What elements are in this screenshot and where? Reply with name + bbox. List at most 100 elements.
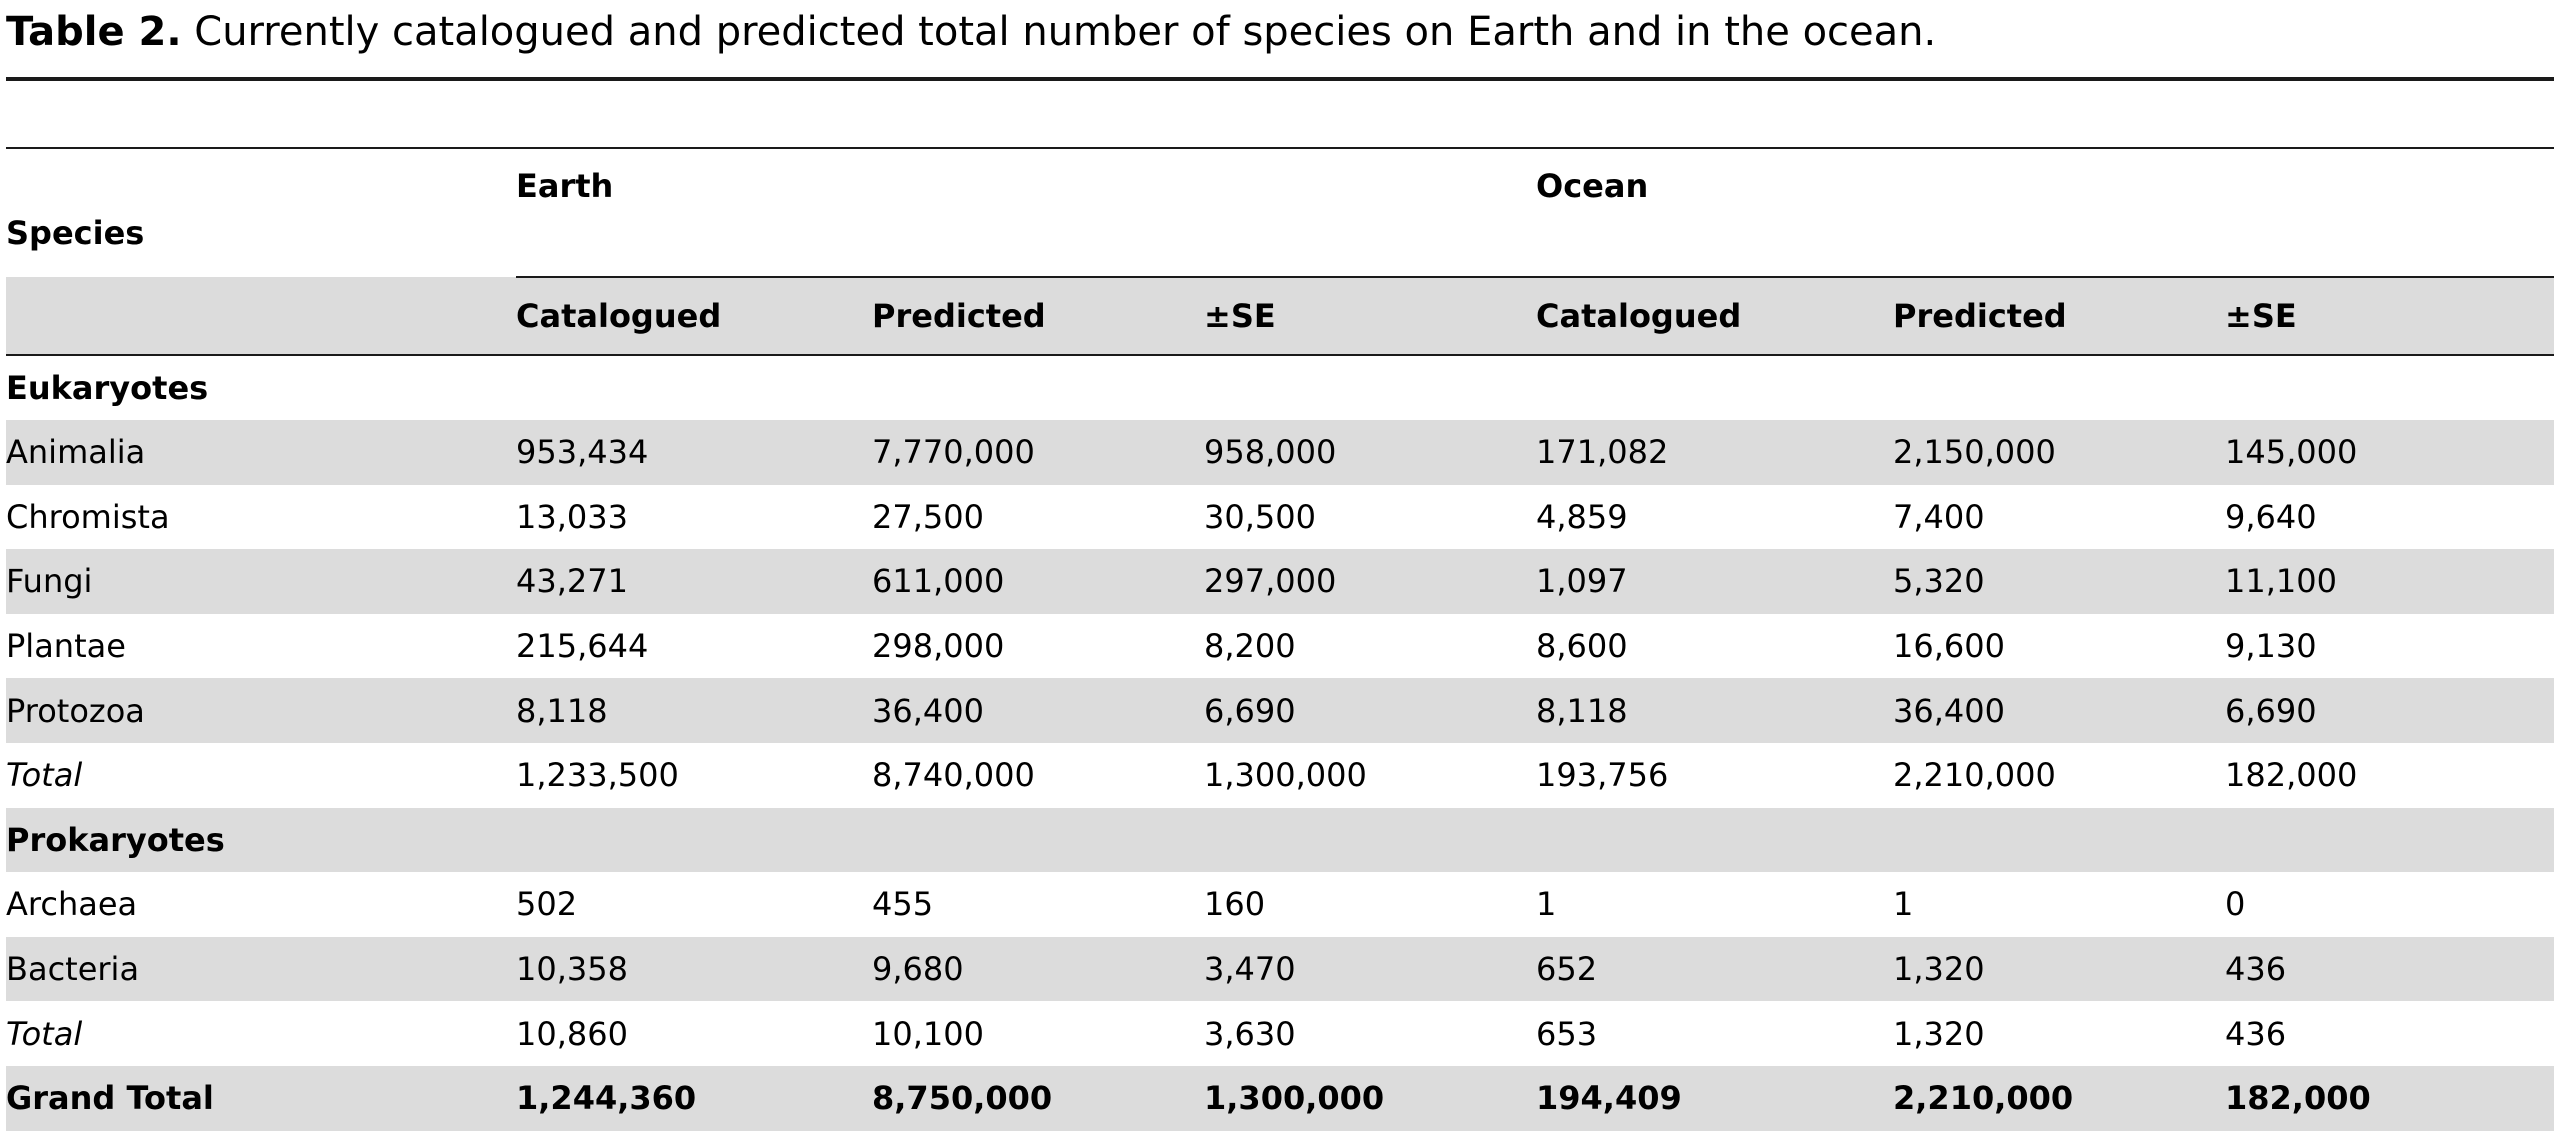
cell: 2,210,000 xyxy=(1893,756,2056,795)
cell: 7,400 xyxy=(1893,497,1985,536)
caption-text: Currently catalogued and predicted total… xyxy=(181,9,1937,55)
sub-header-row: Catalogued Predicted ±SE Catalogued Pred… xyxy=(6,277,2555,356)
cell: 2,150,000 xyxy=(1893,420,2225,485)
cell: 1,097 xyxy=(1536,549,1893,614)
cell: 1 xyxy=(1536,885,1557,924)
row-label: Total xyxy=(6,1014,83,1053)
cell: 653 xyxy=(1536,1014,1598,1053)
cell: 436 xyxy=(2225,1014,2287,1053)
section-row-eukaryotes: Eukaryotes xyxy=(6,355,2554,420)
section-label: Prokaryotes xyxy=(6,807,516,873)
table-caption: Table 2. Currently catalogued and predic… xyxy=(6,4,1936,60)
empty-cell xyxy=(1204,807,1536,873)
row-label: Plantae xyxy=(6,627,126,666)
cell: 6,690 xyxy=(2225,678,2555,743)
cell: 1,300,000 xyxy=(1204,756,1367,795)
earth-se-header: ±SE xyxy=(1204,277,1536,356)
cell: 502 xyxy=(516,885,578,924)
cell: 4,859 xyxy=(1536,497,1628,536)
subtotal-row: Total 1,233,500 8,740,000 1,300,000 193,… xyxy=(6,743,2554,808)
caption-rule xyxy=(6,77,2554,81)
empty-cell xyxy=(1536,807,1893,873)
cell: 8,200 xyxy=(1204,627,1296,666)
cell: 3,470 xyxy=(1204,936,1536,1002)
ocean-predicted-header: Predicted xyxy=(1893,277,2225,356)
cell: 194,409 xyxy=(1536,1065,1893,1131)
empty-cell xyxy=(2225,355,2554,420)
cell: 0 xyxy=(2225,885,2246,924)
row-label: Bacteria xyxy=(6,936,516,1002)
cell: 36,400 xyxy=(872,678,1204,743)
sub-header-blank xyxy=(6,277,516,356)
cell: 1 xyxy=(1893,885,1914,924)
group-header-row: Species Earth Ocean xyxy=(6,149,2555,278)
row-label: Protozoa xyxy=(6,678,516,743)
cell: 8,600 xyxy=(1536,627,1628,666)
cell: 3,630 xyxy=(1204,1014,1296,1053)
cell: 1,320 xyxy=(1893,1014,1985,1053)
cell: 297,000 xyxy=(1204,549,1536,614)
cell: 11,100 xyxy=(2225,549,2555,614)
cell: 1,233,500 xyxy=(516,756,679,795)
empty-cell xyxy=(1893,355,2225,420)
cell: 5,320 xyxy=(1893,549,2225,614)
row-label: Animalia xyxy=(6,420,516,485)
ocean-catalogued-header: Catalogued xyxy=(1536,277,1893,356)
cell: 2,210,000 xyxy=(1893,1065,2225,1131)
empty-cell xyxy=(1893,807,2225,873)
cell: 16,600 xyxy=(1893,627,2005,666)
cell: 6,690 xyxy=(1204,678,1536,743)
cell: 8,118 xyxy=(1536,678,1893,743)
earth-catalogued-header: Catalogued xyxy=(516,277,872,356)
grand-total-label: Grand Total xyxy=(6,1065,516,1131)
cell: 10,100 xyxy=(872,1014,984,1053)
cell: 298,000 xyxy=(872,627,1005,666)
ocean-group-label: Ocean xyxy=(1536,167,1649,205)
cell: 436 xyxy=(2225,936,2555,1002)
cell: 10,358 xyxy=(516,936,872,1002)
cell: 958,000 xyxy=(1204,420,1536,485)
species-table: Species Earth Ocean Catalogued Predicted… xyxy=(6,149,2555,1131)
cell: 43,271 xyxy=(516,549,872,614)
empty-cell xyxy=(516,355,872,420)
table-row: Bacteria 10,358 9,680 3,470 652 1,320 43… xyxy=(6,936,2555,1002)
species-column-header: Species xyxy=(6,214,145,252)
earth-group-label: Earth xyxy=(516,167,614,205)
grand-total-row: Grand Total 1,244,360 8,750,000 1,300,00… xyxy=(6,1065,2555,1131)
ocean-group-header: Ocean xyxy=(1536,149,2555,278)
table-top-rule xyxy=(6,147,2554,149)
subtotal-row: Total 10,860 10,100 3,630 653 1,320 436 xyxy=(6,1001,2554,1066)
cell: 10,860 xyxy=(516,1014,628,1053)
earth-predicted-header: Predicted xyxy=(872,277,1204,356)
cell: 1,320 xyxy=(1893,936,2225,1002)
cell: 7,770,000 xyxy=(872,420,1204,485)
cell: 171,082 xyxy=(1536,420,1893,485)
earth-group-header: Earth xyxy=(516,149,1536,278)
cell: 9,640 xyxy=(2225,497,2317,536)
table-row: Plantae 215,644 298,000 8,200 8,600 16,6… xyxy=(6,614,2554,679)
cell: 182,000 xyxy=(2225,1065,2555,1131)
section-row-prokaryotes: Prokaryotes xyxy=(6,807,2555,873)
cell: 652 xyxy=(1536,936,1893,1002)
ocean-se-header: ±SE xyxy=(2225,277,2555,356)
empty-cell xyxy=(872,355,1204,420)
cell: 1,244,360 xyxy=(516,1065,872,1131)
cell: 953,434 xyxy=(516,420,872,485)
cell: 1,300,000 xyxy=(1204,1065,1536,1131)
table-row: Archaea 502 455 160 1 1 0 xyxy=(6,872,2554,937)
caption-label: Table 2. xyxy=(6,9,182,55)
cell: 160 xyxy=(1204,885,1266,924)
cell: 36,400 xyxy=(1893,678,2225,743)
cell: 455 xyxy=(872,885,934,924)
table-row: Fungi 43,271 611,000 297,000 1,097 5,320… xyxy=(6,549,2555,614)
cell: 27,500 xyxy=(872,497,984,536)
cell: 30,500 xyxy=(1204,497,1316,536)
table-row: Animalia 953,434 7,770,000 958,000 171,0… xyxy=(6,420,2555,485)
table-row: Chromista 13,033 27,500 30,500 4,859 7,4… xyxy=(6,485,2554,550)
empty-cell xyxy=(2225,807,2555,873)
cell: 8,118 xyxy=(516,678,872,743)
cell: 8,740,000 xyxy=(872,756,1035,795)
cell: 13,033 xyxy=(516,497,628,536)
cell: 9,680 xyxy=(872,936,1204,1002)
cell: 145,000 xyxy=(2225,420,2555,485)
